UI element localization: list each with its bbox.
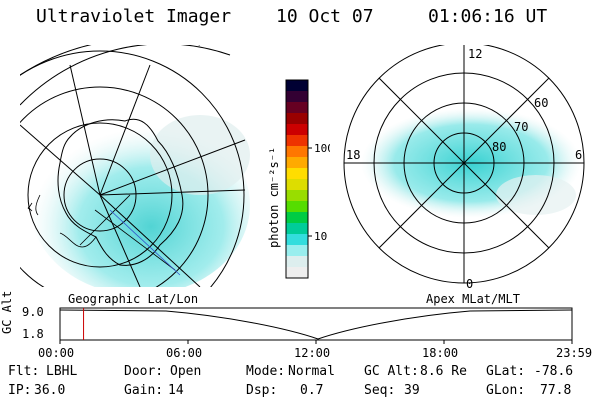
- continent-outline: [57, 118, 184, 266]
- colorbar-swatch: [286, 168, 308, 180]
- instrument-title: Ultraviolet Imager: [36, 6, 232, 27]
- mode-label: Mode:: [246, 364, 286, 379]
- ip-value: 36.0: [34, 383, 66, 398]
- lat-label-60: 60: [534, 96, 548, 110]
- mlt-label-0: 0: [466, 277, 473, 290]
- apex-polar-plot: 12 18 6 0 60 70 80: [343, 45, 585, 290]
- colorbar-swatch: [286, 190, 308, 202]
- timeline-xtick-1200: 12:00: [294, 346, 331, 360]
- colorbar-swatch: [286, 124, 308, 136]
- flt-value: LBHL: [46, 364, 78, 379]
- lat-label-80: 80: [492, 140, 506, 154]
- timeline-xtick-2359: 23:59: [556, 346, 593, 360]
- colorbar-swatch: [286, 179, 308, 191]
- timeline-xtick-0000: 00:00: [38, 346, 75, 360]
- timeline-xtick-0600: 06:00: [166, 346, 203, 360]
- apex-map-label: Apex MLat/MLT: [426, 292, 520, 306]
- colorbar-swatch: [286, 80, 308, 92]
- colorbar-swatch: [286, 146, 308, 158]
- flt-label: Flt:: [8, 364, 40, 379]
- colorbar-title: photon cm⁻²s⁻¹: [268, 147, 281, 248]
- dsp-value: 0.7: [300, 383, 324, 398]
- timeline-ytick-bottom: 1.8: [22, 327, 44, 341]
- mlt-label-12: 12: [468, 47, 482, 61]
- colorbar-swatch: [286, 234, 308, 246]
- colorbar-swatch: [286, 91, 308, 103]
- timeline-ytick-top: 9.0: [22, 305, 44, 319]
- colorbar-swatch: [286, 135, 308, 147]
- colorbar-swatch: [286, 157, 308, 169]
- lat-label-70: 70: [514, 120, 528, 134]
- gain-label: Gain:: [124, 383, 164, 398]
- colorbar-swatch: [286, 245, 308, 257]
- colorbar-swatch: [286, 201, 308, 213]
- seq-label: Seq:: [364, 383, 396, 398]
- mode-value: Normal: [288, 364, 335, 379]
- seq-value: 39: [404, 383, 420, 398]
- glon-value: 77.8: [540, 383, 572, 398]
- gcalt-label: GC Alt:: [364, 364, 419, 379]
- glat-label: GLat:: [486, 364, 526, 379]
- date-label: 10 Oct 07: [276, 6, 374, 27]
- colorbar-swatch: [286, 212, 308, 224]
- mlt-label-6: 6: [575, 148, 582, 162]
- colorbar-swatch: [286, 256, 308, 268]
- altitude-curve: [59, 309, 573, 340]
- timeline-ylabel: GC Alt: [0, 290, 14, 334]
- altitude-timeline: [59, 307, 573, 344]
- glon-label: GLon:: [486, 383, 526, 398]
- colorbar: 100 10 photon cm⁻²s⁻¹: [268, 79, 330, 279]
- door-value: Open: [170, 364, 202, 379]
- colorbar-swatch: [286, 113, 308, 125]
- geographic-map: [20, 45, 250, 287]
- timeline-xtick-1800: 18:00: [422, 346, 459, 360]
- dsp-label: Dsp:: [246, 383, 278, 398]
- gain-value: 14: [168, 383, 184, 398]
- colorbar-swatch: [286, 102, 308, 114]
- glat-value: -78.6: [534, 364, 574, 379]
- time-label: 01:06:16 UT: [428, 6, 548, 27]
- gcalt-value: 8.6 Re: [420, 364, 467, 379]
- colorbar-tick-10: 10: [314, 230, 327, 243]
- geographic-map-label: Geographic Lat/Lon: [68, 292, 199, 306]
- colorbar-swatch: [286, 223, 308, 235]
- ip-label: IP:: [8, 383, 32, 398]
- mlt-label-18: 18: [346, 148, 360, 162]
- door-label: Door:: [124, 364, 164, 379]
- colorbar-swatch: [286, 267, 308, 279]
- colorbar-tick-100: 100: [314, 142, 330, 155]
